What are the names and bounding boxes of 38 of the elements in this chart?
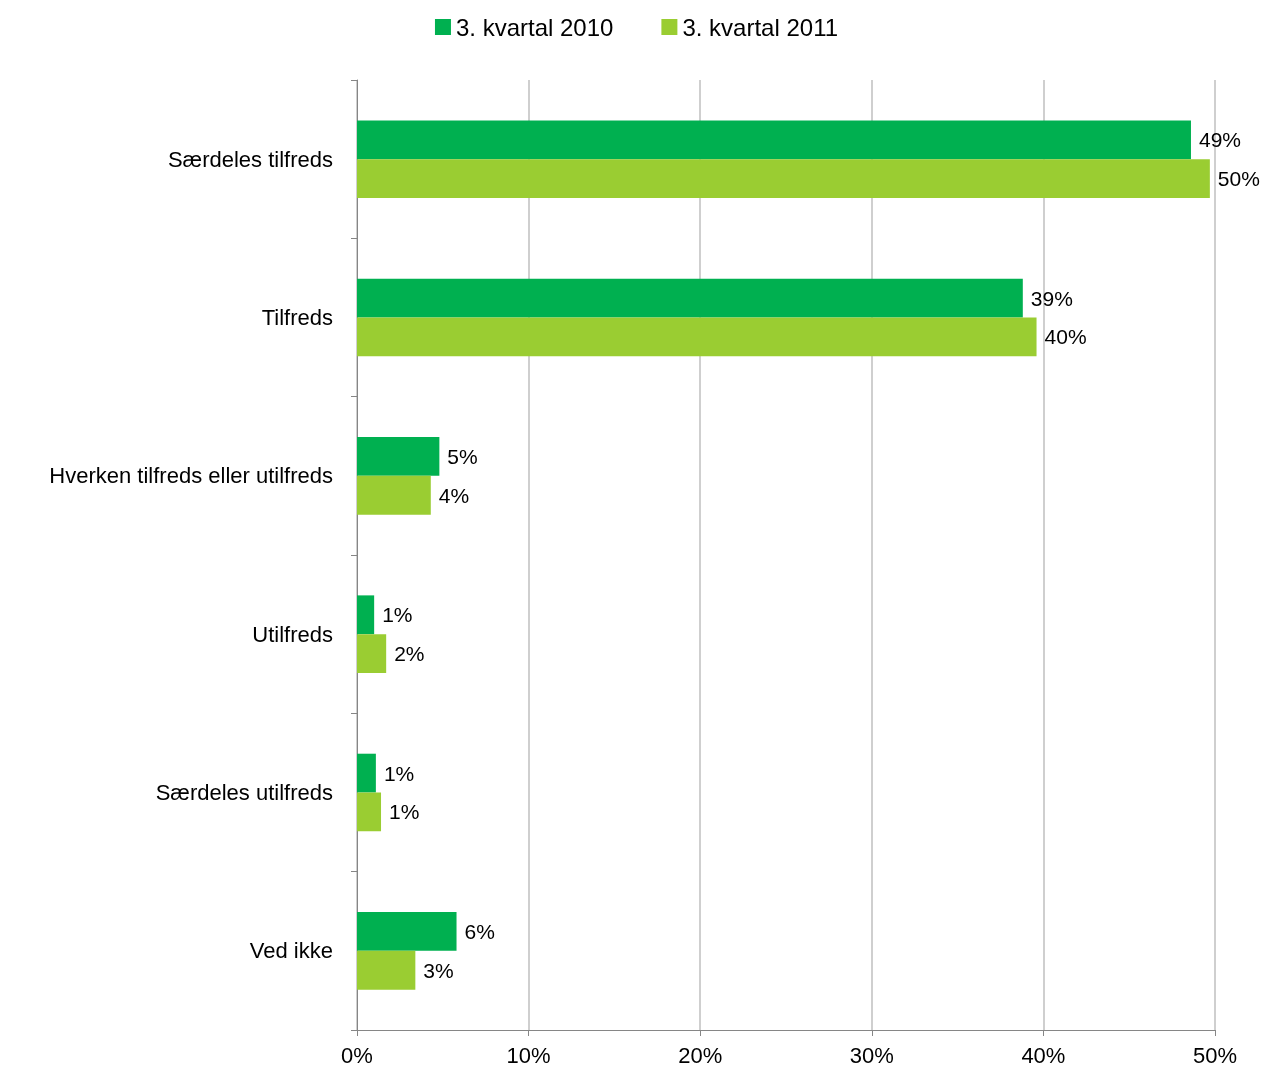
data-label: 5% <box>447 444 478 468</box>
data-label: 50% <box>1217 167 1260 191</box>
bar <box>357 634 387 673</box>
bar <box>357 317 1037 357</box>
bar <box>357 475 431 515</box>
bar <box>357 912 457 951</box>
x-tick-label: 10% <box>506 1042 551 1068</box>
bar <box>357 120 1191 160</box>
legend-label: 3. kvartal 2010 <box>455 13 614 41</box>
bar <box>357 753 376 793</box>
x-tick-label: 40% <box>1021 1042 1066 1068</box>
data-label: 4% <box>438 483 470 507</box>
y-tick-label: Utilfreds <box>252 621 333 647</box>
data-label: 1% <box>389 800 420 824</box>
data-label: 49% <box>1198 128 1242 152</box>
y-tick-label: Særdeles tilfreds <box>167 146 333 172</box>
x-tick-label: 50% <box>1192 1042 1238 1068</box>
data-label: 39% <box>1030 286 1073 310</box>
bar <box>357 792 382 832</box>
y-tick-label: Hverken tilfreds eller utilfreds <box>49 463 333 489</box>
x-tick-label: 20% <box>678 1042 723 1068</box>
data-label: 40% <box>1044 325 1087 349</box>
data-label: 2% <box>394 642 425 666</box>
data-label: 1% <box>383 761 415 785</box>
bar <box>357 950 416 990</box>
y-tick-label: Særdeles utilfreds <box>155 780 333 805</box>
y-tick-label: Tilfreds <box>261 305 333 330</box>
data-label: 6% <box>464 919 495 943</box>
legend-label: 3. kvartal 2011 <box>682 13 839 41</box>
bar <box>357 595 375 635</box>
bar <box>357 278 1023 318</box>
bar <box>357 159 1210 198</box>
x-tick-label: 0% <box>341 1042 373 1068</box>
x-tick-label: 30% <box>849 1042 894 1068</box>
y-tick-label: Ved ikke <box>249 938 333 964</box>
bar <box>357 437 440 476</box>
data-label: 1% <box>382 603 413 627</box>
data-label: 3% <box>423 958 454 982</box>
